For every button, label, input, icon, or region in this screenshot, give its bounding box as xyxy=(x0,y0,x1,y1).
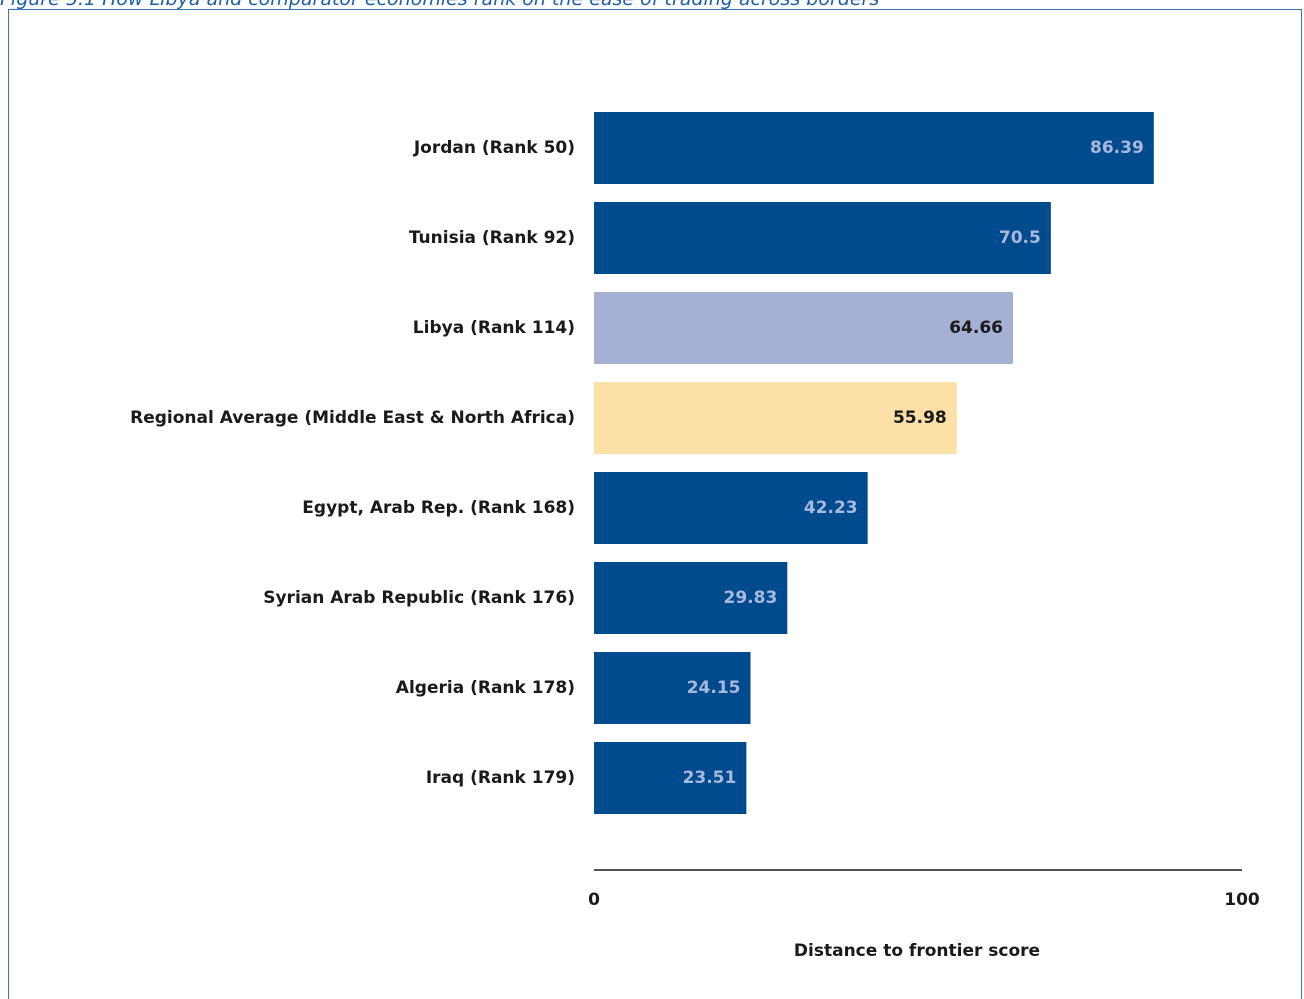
bar-value-label: 42.23 xyxy=(804,498,858,518)
bar xyxy=(594,382,957,454)
ticks-layer: 0 100 xyxy=(588,890,1260,910)
bar-value-label: 64.66 xyxy=(949,318,1003,338)
category-label: Iraq (Rank 179) xyxy=(426,768,575,788)
category-label: Syrian Arab Republic (Rank 176) xyxy=(263,588,575,608)
category-label: Jordan (Rank 50) xyxy=(413,138,575,158)
category-label: Libya (Rank 114) xyxy=(413,318,575,338)
bar xyxy=(594,562,788,634)
bar xyxy=(594,472,868,544)
bar-value-label: 55.98 xyxy=(893,408,947,428)
bar xyxy=(594,652,751,724)
bar-value-label: 29.83 xyxy=(724,588,778,608)
x-tick-label: 100 xyxy=(1224,890,1260,910)
labels-layer: 86.39 Jordan (Rank 50) 70.5 Tunisia (Rank 9… xyxy=(130,138,1144,788)
x-axis-title: Distance to frontier score xyxy=(794,941,1040,961)
bar xyxy=(594,112,1154,184)
category-label: Regional Average (Middle East & North Af… xyxy=(130,408,575,428)
bar-value-label: 86.39 xyxy=(1090,138,1144,158)
bar xyxy=(594,742,747,814)
bar-value-label: 70.5 xyxy=(999,228,1041,248)
category-label: Tunisia (Rank 92) xyxy=(409,228,575,248)
bar xyxy=(594,292,1013,364)
bar xyxy=(594,202,1051,274)
figure-caption: Figure 5.1 How Libya and comparator econ… xyxy=(0,0,1304,11)
category-label: Egypt, Arab Rep. (Rank 168) xyxy=(302,498,575,518)
x-tick-label: 0 xyxy=(588,890,600,910)
category-label: Algeria (Rank 178) xyxy=(396,678,575,698)
bars-layer xyxy=(594,112,1154,814)
bar-value-label: 24.15 xyxy=(687,678,741,698)
bar-value-label: 23.51 xyxy=(683,768,737,788)
chart-frame xyxy=(8,9,1302,999)
